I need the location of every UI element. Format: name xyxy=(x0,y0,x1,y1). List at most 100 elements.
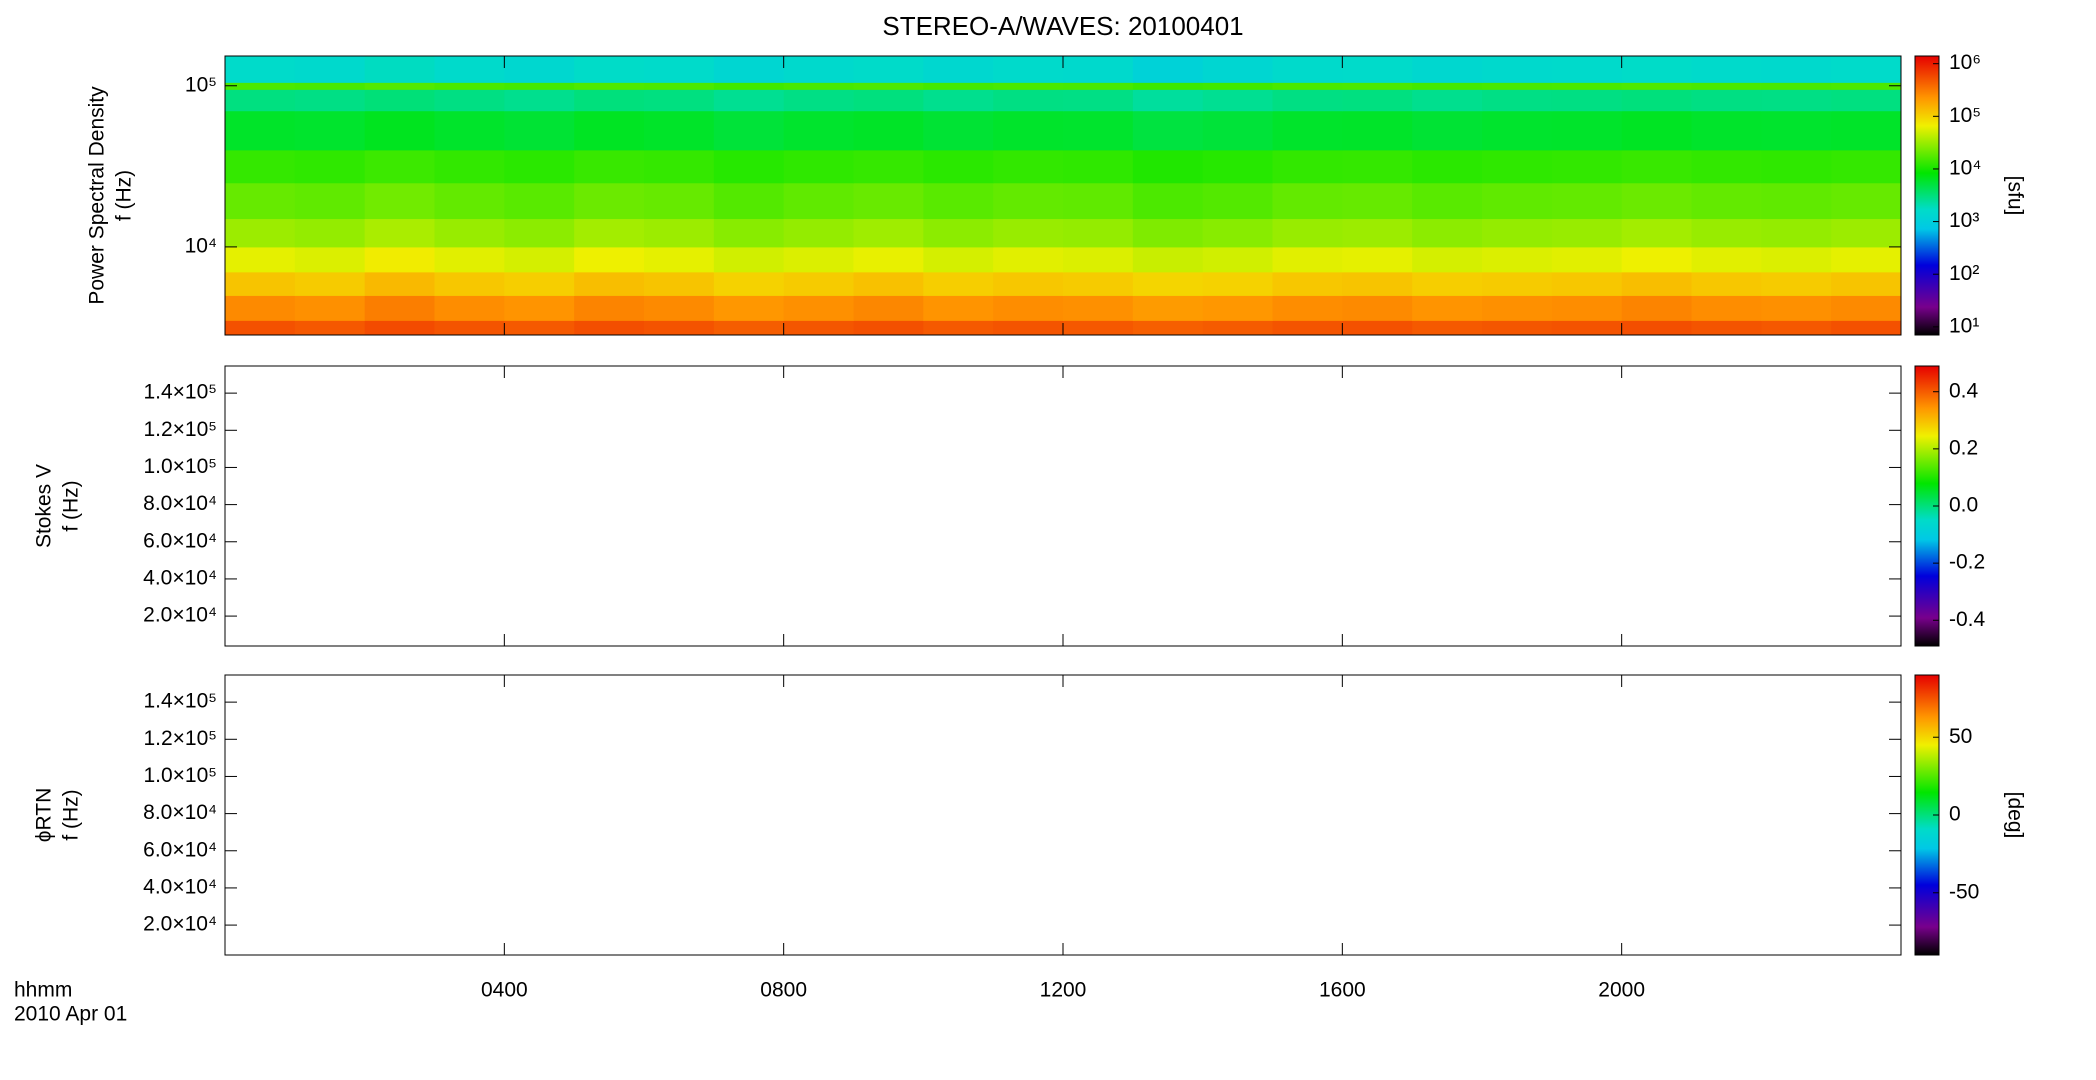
y-axis-label: Power Spectral Density xyxy=(86,86,109,305)
x-axis-label: 2010 Apr 01 xyxy=(14,1003,127,1026)
heatmap-cell xyxy=(225,182,296,220)
y-tick-label: 1.4×10⁵ xyxy=(143,381,217,404)
heatmap-cell xyxy=(1132,218,1204,248)
heatmap-cell xyxy=(993,82,1064,90)
heatmap-cell xyxy=(1691,246,1762,273)
heatmap-cell xyxy=(1272,182,1343,220)
heatmap-cell xyxy=(434,271,505,296)
heatmap-cell xyxy=(1342,56,1413,83)
heatmap-cell xyxy=(1831,56,1902,83)
heatmap-cell xyxy=(1761,110,1832,151)
colorbar xyxy=(1914,55,1940,336)
heatmap-cell xyxy=(434,295,505,321)
heatmap-cell xyxy=(783,89,854,112)
heatmap-cell xyxy=(434,149,505,184)
heatmap-cell xyxy=(923,110,994,151)
heatmap-cell xyxy=(993,320,1064,336)
heatmap-cell xyxy=(1202,89,1273,112)
heatmap-cell xyxy=(1761,246,1832,273)
heatmap-cell xyxy=(1063,320,1134,336)
heatmap-cell xyxy=(783,295,854,321)
chart-title: STEREO-A/WAVES: 20100401 xyxy=(882,11,1243,41)
y-tick-label: 1.4×10⁵ xyxy=(143,690,217,713)
plot-frame xyxy=(224,365,1902,647)
colorbar-tick-label: 10² xyxy=(1949,262,1979,285)
heatmap-cell xyxy=(1831,110,1902,151)
heatmap-cell xyxy=(1342,320,1413,336)
heatmap-cell xyxy=(1412,149,1483,184)
heatmap-cell xyxy=(504,246,575,273)
heatmap-cell xyxy=(1202,246,1273,273)
heatmap-cell xyxy=(1691,82,1762,90)
heatmap-cell xyxy=(294,246,366,273)
heatmap-cell xyxy=(923,89,994,112)
heatmap-cell xyxy=(1202,218,1273,248)
heatmap-cell xyxy=(294,271,366,296)
heatmap-cell xyxy=(993,271,1064,296)
heatmap-cell xyxy=(1761,182,1832,220)
heatmap-cell xyxy=(574,82,645,90)
heatmap-cell xyxy=(1482,218,1553,248)
heatmap-cell xyxy=(1831,218,1902,248)
heatmap-cell xyxy=(1202,320,1273,336)
heatmap-cell xyxy=(1761,295,1832,321)
y-axis-label: f (Hz) xyxy=(60,480,83,531)
y-tick-label: 2.0×10⁴ xyxy=(143,604,217,627)
heatmap-cell xyxy=(364,110,435,151)
heatmap-cell xyxy=(1063,246,1134,273)
heatmap-cell xyxy=(1621,110,1692,151)
colorbar-tick-label: -0.4 xyxy=(1949,608,1986,631)
heatmap-cell xyxy=(574,320,645,336)
heatmap-cell xyxy=(294,149,366,184)
heatmap-cell xyxy=(644,56,715,83)
heatmap-cell xyxy=(1412,320,1483,336)
heatmap-cell xyxy=(294,295,366,321)
heatmap-cell xyxy=(713,89,785,112)
heatmap-cell xyxy=(923,271,994,296)
heatmap-cell xyxy=(1342,89,1413,112)
heatmap-cell xyxy=(923,149,994,184)
colorbar-tick-label: -50 xyxy=(1949,880,1979,903)
heatmap-cell xyxy=(1132,82,1204,90)
heatmap-cell xyxy=(434,110,505,151)
heatmap-cell xyxy=(1342,271,1413,296)
heatmap-cell xyxy=(1132,149,1204,184)
heatmap-cell xyxy=(783,149,854,184)
heatmap-cell xyxy=(783,182,854,220)
y-tick-label: 6.0×10⁴ xyxy=(143,838,217,861)
heatmap-cell xyxy=(853,295,924,321)
heatmap-cell xyxy=(225,246,296,273)
heatmap-cell xyxy=(294,89,366,112)
heatmap-cell xyxy=(1412,56,1483,83)
heatmap-cell xyxy=(1621,89,1692,112)
heatmap-cell xyxy=(644,182,715,220)
heatmap-cell xyxy=(923,56,994,83)
heatmap-cell xyxy=(1132,271,1204,296)
heatmap-cell xyxy=(1272,271,1343,296)
heatmap-cell xyxy=(713,320,785,336)
heatmap-cell xyxy=(1621,56,1692,83)
heatmap-cell xyxy=(364,182,435,220)
y-tick-label: 1.0×10⁵ xyxy=(143,455,217,478)
heatmap-cell xyxy=(434,82,505,90)
heatmap-cell xyxy=(993,246,1064,273)
heatmap-cell xyxy=(853,246,924,273)
heatmap-cell xyxy=(1063,56,1134,83)
heatmap-cell xyxy=(993,56,1064,83)
heatmap-cell xyxy=(1412,246,1483,273)
heatmap-cell xyxy=(1063,89,1134,112)
heatmap-cell xyxy=(1761,89,1832,112)
heatmap-cell xyxy=(1342,218,1413,248)
heatmap-cell xyxy=(1691,110,1762,151)
heatmap-cell xyxy=(783,271,854,296)
y-axis-label: f (Hz) xyxy=(113,170,136,221)
heatmap-cell xyxy=(225,295,296,321)
heatmap-cell xyxy=(364,320,435,336)
heatmap-cell xyxy=(1342,182,1413,220)
heatmap-cell xyxy=(783,82,854,90)
heatmap-cell xyxy=(644,149,715,184)
heatmap-cell xyxy=(574,89,645,112)
heatmap-cell xyxy=(294,182,366,220)
heatmap-cell xyxy=(1132,246,1204,273)
heatmap-cell xyxy=(923,320,994,336)
